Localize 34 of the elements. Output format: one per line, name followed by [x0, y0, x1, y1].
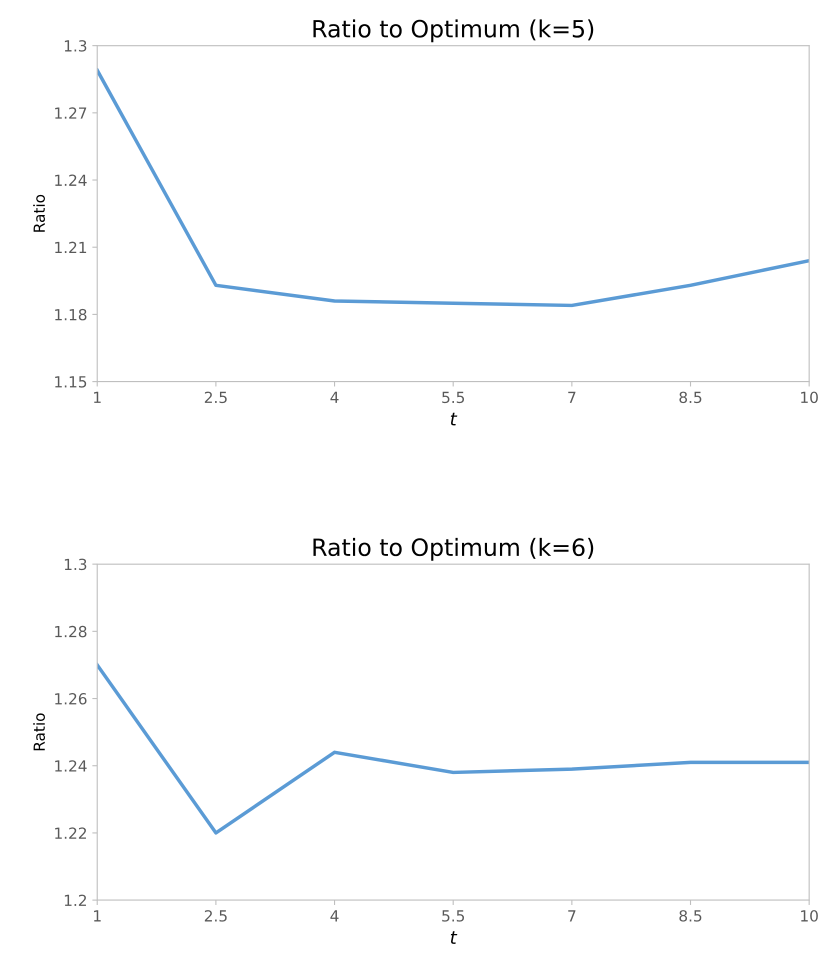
- x-tick-label: 5.5: [442, 910, 464, 922]
- x-tick-label: 7: [568, 392, 576, 403]
- x-tick-label: 10: [801, 392, 818, 404]
- line-series: [97, 663, 810, 835]
- y-tick-label: 1.28: [55, 626, 86, 638]
- y-tick-label: 1.22: [55, 827, 86, 839]
- x-tick-label: 1: [94, 910, 101, 922]
- x-tick-label: 10: [801, 910, 818, 922]
- y-tick-label: 1.18: [55, 308, 86, 320]
- x-tick-label: 2.5: [204, 392, 227, 404]
- x-axis-title: t: [450, 412, 458, 426]
- x-tick-label: 5.5: [442, 392, 464, 404]
- x-tick-label: 8.5: [679, 910, 702, 922]
- y-tick-label: 1.2: [64, 894, 86, 906]
- x-tick-label: 4: [330, 392, 339, 403]
- x-tick-label: 4: [330, 910, 339, 922]
- y-axis-title: Ratio: [33, 194, 45, 232]
- x-tick-label: 2.5: [204, 910, 227, 922]
- x-axis-title: t: [450, 931, 458, 944]
- y-tick-label: 1.27: [55, 107, 86, 119]
- y-tick-label: 1.15: [55, 376, 86, 388]
- y-tick-label: 1.3: [64, 558, 86, 570]
- x-tick-label: 7: [568, 910, 576, 922]
- chart-title: Ratio to Optimum (k=6): [313, 538, 594, 561]
- chart-title: Ratio to Optimum (k=5): [313, 19, 594, 42]
- y-tick-label: 1.24: [55, 760, 87, 772]
- x-tick-label: 8.5: [679, 392, 702, 404]
- x-tick-label: 1: [94, 392, 101, 403]
- y-tick-label: 1.21: [55, 242, 86, 254]
- y-tick-label: 1.24: [55, 174, 87, 186]
- line-series: [97, 68, 810, 308]
- y-tick-label: 1.3: [64, 40, 86, 52]
- y-axis-title: Ratio: [33, 713, 45, 750]
- y-tick-label: 1.26: [55, 693, 87, 705]
